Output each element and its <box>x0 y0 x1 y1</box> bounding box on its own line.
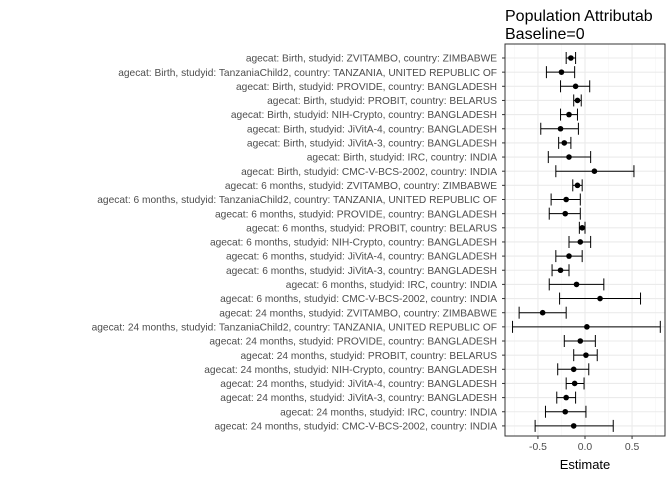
y-tick-label: agecat: 24 months, studyid: PROBIT, coun… <box>240 351 497 362</box>
chart-title: Population Attributab <box>505 8 653 25</box>
chart-subtitle: Baseline=0 <box>505 26 585 43</box>
y-tick-label: agecat: 6 months, studyid: NIH-Crypto, c… <box>210 238 497 249</box>
y-tick-label: agecat: Birth, studyid: JiVitA-3, countr… <box>247 139 497 150</box>
y-tick-label: agecat: Birth, studyid: IRC, country: IN… <box>307 153 497 164</box>
estimate-point <box>574 182 581 189</box>
estimate-point <box>579 225 585 231</box>
estimate-point <box>577 239 584 245</box>
y-tick-label: agecat: 6 months, studyid: PROBIT, count… <box>246 223 497 234</box>
estimate-point <box>568 55 574 61</box>
estimate-point <box>584 324 590 330</box>
y-tick-label: agecat: 6 months, studyid: IRC, country:… <box>286 280 497 291</box>
panel-border <box>504 43 666 437</box>
y-tick-label: agecat: 6 months, studyid: PROVIDE, coun… <box>215 209 497 220</box>
estimate-point <box>570 423 577 429</box>
estimate-point <box>562 408 569 415</box>
estimate-point <box>583 352 589 358</box>
estimate-point <box>597 295 603 302</box>
y-tick-label: agecat: 24 months, studyid: JiVitA-4, co… <box>220 379 497 390</box>
y-tick-label: agecat: 6 months, studyid: TanzaniaChild… <box>97 195 497 206</box>
estimate-point <box>573 281 580 288</box>
y-tick-label: agecat: 24 months, studyid: PROVIDE, cou… <box>209 337 497 348</box>
y-tick-label: agecat: Birth, studyid: NIH-Crypto, coun… <box>231 110 497 121</box>
y-tick-label: agecat: Birth, studyid: CMC-V-BCS-2002, … <box>241 167 497 178</box>
y-tick-label: agecat: 6 months, studyid: ZVITAMBO, cou… <box>225 181 497 192</box>
estimate-point <box>566 111 572 118</box>
y-tick-label: agecat: 24 months, studyid: TanzaniaChil… <box>92 322 497 333</box>
y-tick-label: agecat: Birth, studyid: TanzaniaChild2, … <box>118 68 497 79</box>
plot-area: agecat: Birth, studyid: ZVITAMBO, countr… <box>92 43 666 453</box>
y-tick-label: agecat: 6 months, studyid: JiVitA-3, cou… <box>226 266 497 277</box>
y-tick-label: agecat: 6 months, studyid: CMC-V-BCS-200… <box>220 294 497 305</box>
y-tick-label: agecat: 24 months, studyid: CMC-V-BCS-20… <box>214 422 497 433</box>
y-tick-label: agecat: Birth, studyid: JiVitA-4, countr… <box>247 124 497 135</box>
estimate-point <box>572 83 579 90</box>
y-tick-label: agecat: Birth, studyid: PROVIDE, country… <box>236 82 497 93</box>
x-tick-label: 0.5 <box>625 442 640 453</box>
y-tick-label: agecat: 24 months, studyid: NIH-Crypto, … <box>204 365 497 376</box>
estimate-point <box>561 140 568 146</box>
estimate-point <box>571 380 578 387</box>
estimate-point <box>563 394 569 401</box>
x-tick-label: -0.5 <box>529 442 547 453</box>
estimate-point <box>563 196 569 203</box>
estimate-point <box>574 97 581 104</box>
estimate-point <box>566 253 572 259</box>
y-tick-label: agecat: 24 months, studyid: ZVITAMBO, co… <box>219 308 497 319</box>
estimate-point <box>558 69 565 75</box>
estimate-point <box>591 168 598 174</box>
y-tick-label: agecat: 6 months, studyid: JiVitA-4, cou… <box>226 252 497 263</box>
estimate-point <box>562 210 569 217</box>
estimate-point <box>539 309 546 316</box>
y-tick-label: agecat: Birth, studyid: ZVITAMBO, countr… <box>246 54 497 65</box>
y-tick-label: agecat: Birth, studyid: PROBIT, country:… <box>267 96 497 107</box>
y-tick-label: agecat: 24 months, studyid: IRC, country… <box>280 407 497 418</box>
estimate-point <box>557 267 564 274</box>
x-axis-label: Estimate <box>560 457 611 472</box>
estimate-point <box>570 366 577 373</box>
estimate-point <box>577 338 584 344</box>
estimate-point <box>557 125 564 132</box>
estimate-point <box>566 154 572 160</box>
y-tick-label: agecat: 24 months, studyid: JiVitA-3, co… <box>220 393 497 404</box>
x-tick-label: 0.0 <box>578 442 593 453</box>
